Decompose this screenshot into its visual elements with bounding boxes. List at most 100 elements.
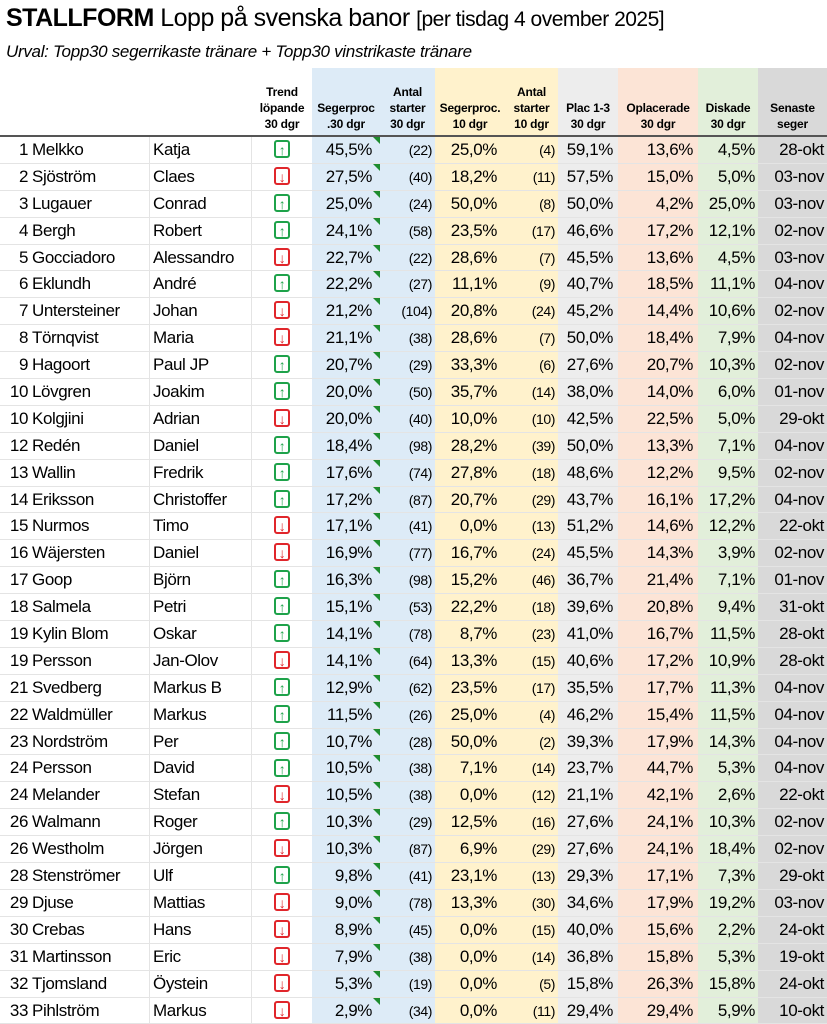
cell-trend: ↓ — [252, 944, 312, 970]
table-row: 26 Walmann Roger ↑ 10,3% (29) 12,5% (16) 27,6% 24… — [0, 809, 827, 837]
comment-indicator-icon[interactable] — [373, 943, 380, 951]
cell-win-pct-10: 50,0% — [435, 190, 505, 217]
cell-unplaced-pct-30: 13,3% — [618, 432, 698, 459]
comment-indicator-icon[interactable] — [373, 863, 380, 871]
comment-indicator-icon[interactable] — [373, 137, 380, 144]
cell-first-name: Christoffer — [150, 486, 252, 513]
comment-indicator-icon[interactable] — [373, 379, 380, 387]
subtitle: Urval: Topp30 segerrikaste tränare + Top… — [6, 42, 472, 61]
cell-last-name: Törnqvist — [30, 325, 150, 352]
comment-indicator-icon[interactable] — [373, 997, 380, 1005]
table-row: 16 Wäjersten Daniel ↓ 16,9% (77) 16,7% (24) 45,5… — [0, 540, 827, 568]
comment-indicator-icon[interactable] — [373, 621, 380, 629]
cell-last-win: 02-nov — [758, 809, 827, 836]
comment-indicator-icon[interactable] — [373, 298, 380, 306]
cell-win-pct-10: 50,0% — [435, 728, 505, 755]
cell-win-pct-30: 10,3% — [312, 809, 380, 836]
header-win-pct-10: Segerproc. 10 dgr — [435, 68, 505, 135]
comment-indicator-icon[interactable] — [373, 916, 380, 924]
cell-win-pct-10: 28,2% — [435, 432, 505, 459]
comment-indicator-icon[interactable] — [373, 594, 380, 602]
cell-last-win: 04-nov — [758, 325, 827, 352]
table-row: 12 Redén Daniel ↑ 18,4% (98) 28,2% (39) 50,0% 13,… — [0, 432, 827, 460]
cell-last-win: 04-nov — [758, 755, 827, 782]
cell-last-name: Lövgren — [30, 379, 150, 405]
cell-unplaced-pct-30: 15,6% — [618, 916, 698, 943]
cell-rank: 22 — [9, 704, 29, 724]
cell-dq-pct-30: 7,3% — [698, 863, 758, 889]
cell-starts-30: (22) — [380, 244, 435, 271]
cell-starts-10: (18) — [505, 459, 558, 486]
comment-indicator-icon[interactable] — [373, 674, 380, 682]
arrow-up-icon: ↑ — [274, 435, 290, 454]
arrow-up-icon: ↑ — [274, 731, 290, 750]
cell-dq-pct-30: 3,9% — [698, 540, 758, 567]
cell-trend: ↑ — [252, 702, 312, 728]
comment-indicator-icon[interactable] — [373, 432, 380, 440]
cell-unplaced-pct-30: 4,2% — [618, 190, 698, 217]
header-unplaced-pct-30: Oplacerade 30 dgr — [618, 68, 698, 135]
comment-indicator-icon[interactable] — [373, 728, 380, 736]
cell-trend: ↑ — [252, 271, 312, 297]
cell-first-name: Jan-Olov — [150, 647, 252, 674]
comment-indicator-icon[interactable] — [373, 970, 380, 978]
cell-trend: ↓ — [252, 540, 312, 566]
cell-last-win: 19-okt — [758, 943, 827, 970]
comment-indicator-icon[interactable] — [373, 701, 380, 709]
table-row: 13 Wallin Fredrik ↑ 17,6% (74) 27,8% (18) 48,6% 1… — [0, 459, 827, 487]
arrow-up-icon: ↑ — [274, 704, 290, 723]
cell-trend: ↑ — [252, 433, 312, 459]
cell-unplaced-pct-30: 22,5% — [618, 405, 698, 432]
cell-last-name: Wallin — [30, 459, 150, 486]
cell-win-pct-30: 14,1% — [312, 647, 380, 674]
cell-last-name: Nordström — [30, 728, 150, 755]
table-row: 5 Gocciadoro Alessandro ↓ 22,7% (22) 28,6% (7) 4… — [0, 244, 827, 272]
comment-indicator-icon[interactable] — [373, 352, 380, 360]
comment-indicator-icon[interactable] — [373, 889, 380, 897]
cell-rank: 30 — [9, 919, 29, 939]
cell-win-pct-10: 18,2% — [435, 163, 505, 190]
cell-last-win: 10-okt — [758, 997, 827, 1024]
cell-win-pct-30: 15,1% — [312, 594, 380, 621]
comment-indicator-icon[interactable] — [373, 755, 380, 763]
comment-indicator-icon[interactable] — [373, 325, 380, 333]
cell-rank: 7 — [18, 301, 28, 321]
cell-last-name: Gocciadoro — [30, 244, 150, 271]
table-row: 10 Kolgjini Adrian ↓ 20,0% (40) 10,0% (10) 42,5%… — [0, 405, 827, 433]
arrow-up-icon: ↑ — [274, 624, 290, 643]
comment-indicator-icon[interactable] — [373, 513, 380, 521]
trainer-table: Trend löpande 30 dgr Segerproc .30 dgr Antal s… — [0, 68, 827, 1024]
comment-indicator-icon[interactable] — [373, 217, 380, 225]
table-row: 14 Eriksson Christoffer ↑ 17,2% (87) 20,7% (29)… — [0, 486, 827, 514]
cell-last-name: Sjöström — [30, 163, 150, 190]
comment-indicator-icon[interactable] — [373, 836, 380, 844]
cell-last-win: 01-nov — [758, 379, 827, 405]
cell-place-pct-30: 42,5% — [558, 405, 618, 432]
cell-unplaced-pct-30: 17,9% — [618, 728, 698, 755]
comment-indicator-icon[interactable] — [373, 567, 380, 575]
comment-indicator-icon[interactable] — [373, 244, 380, 252]
comment-indicator-icon[interactable] — [373, 271, 380, 279]
cell-last-win: 04-nov — [758, 728, 827, 755]
comment-indicator-icon[interactable] — [373, 540, 380, 548]
comment-indicator-icon[interactable] — [373, 809, 380, 817]
brand: STALLFORM — [6, 4, 154, 32]
cell-trend: ↑ — [252, 218, 312, 244]
comment-indicator-icon[interactable] — [373, 459, 380, 467]
cell-starts-10: (5) — [505, 970, 558, 997]
comment-indicator-icon[interactable] — [373, 405, 380, 413]
cell-last-name: Eriksson — [30, 486, 150, 513]
cell-starts-30: (38) — [380, 325, 435, 352]
arrow-up-icon: ↑ — [274, 570, 290, 589]
comment-indicator-icon[interactable] — [373, 190, 380, 198]
cell-win-pct-10: 13,3% — [435, 647, 505, 674]
table-body: 1 Melkko Katja ↑ 45,5% (22) 25,0% (4) 59,1% 13,6%… — [0, 137, 827, 1024]
arrow-up-icon: ↑ — [274, 193, 290, 212]
table-row: 4 Bergh Robert ↑ 24,1% (58) 23,5% (17) 46,6% 17,2… — [0, 217, 827, 245]
comment-indicator-icon[interactable] — [373, 647, 380, 655]
comment-indicator-icon[interactable] — [373, 486, 380, 494]
cell-place-pct-30: 36,8% — [558, 943, 618, 970]
comment-indicator-icon[interactable] — [373, 163, 380, 171]
comment-indicator-icon[interactable] — [373, 782, 380, 790]
cell-rank: 21 — [9, 677, 29, 697]
